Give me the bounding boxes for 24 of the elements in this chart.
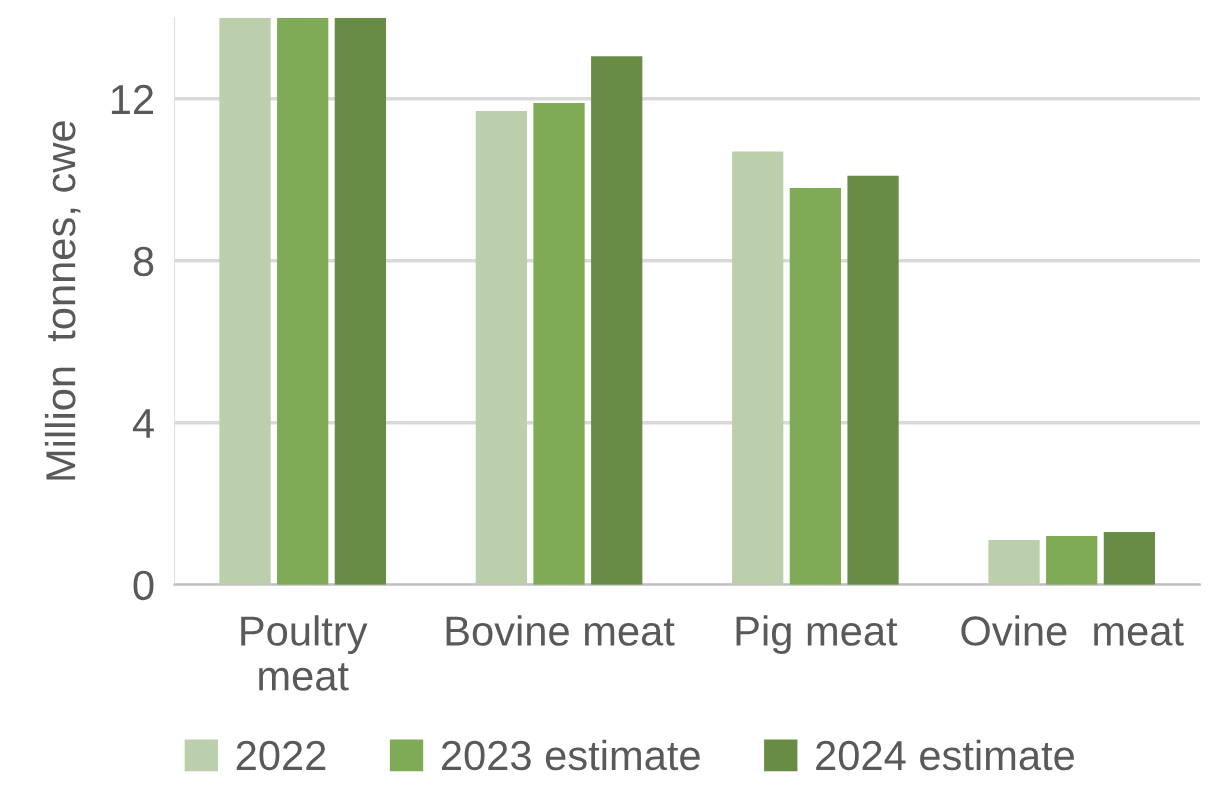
bar: [732, 151, 784, 585]
bar: [591, 56, 643, 585]
bar: [475, 110, 527, 585]
bar: [847, 175, 899, 585]
x-tick-label: Pig meat: [736, 615, 898, 655]
y-tick-label: 4: [132, 409, 154, 438]
bar: [1103, 532, 1156, 585]
bar: [1046, 536, 1098, 585]
y-axis-title: Million tonnes, cwe: [44, 121, 81, 480]
legend-label: 2022: [236, 740, 326, 771]
x-tick-label: Bovine meat: [446, 615, 675, 646]
y-tick-label: 8: [133, 246, 154, 277]
y-tick-label: 12: [111, 84, 153, 114]
legend-label: 2024 estimate: [816, 739, 1074, 771]
legend-label: 2023 estimate: [441, 739, 700, 771]
y-tick-label: 0: [133, 570, 154, 601]
bar: [988, 540, 1040, 585]
bar: [219, 17, 271, 585]
bar: [533, 102, 585, 585]
bar: [789, 187, 842, 585]
bar: [277, 17, 329, 585]
x-tick-label: Poultry meat: [241, 615, 368, 691]
x-tick-label: Ovine meat: [961, 615, 1184, 646]
bar: [334, 17, 387, 585]
